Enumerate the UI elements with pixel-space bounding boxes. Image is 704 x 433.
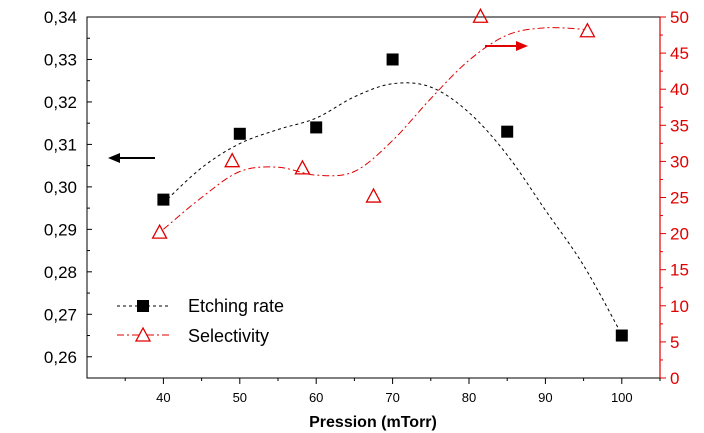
left-y-axis: 0,26 0,27 0,28 0,29 0,30 0,31 0,32 0,33 0,34	[44, 8, 92, 367]
x-tick-label: 80	[462, 390, 476, 405]
right-tick-label: 45	[670, 44, 689, 63]
right-tick-label: 20	[670, 225, 689, 244]
plot-frame	[86, 16, 661, 379]
data-markers	[151, 7, 628, 342]
legend-marker-selectivity	[134, 326, 152, 342]
legend-label-selectivity: Selectivity	[188, 326, 269, 346]
right-tick-label: 10	[670, 297, 689, 316]
left-tick-label: 0,29	[44, 220, 77, 239]
etching-rate-point	[615, 329, 628, 342]
selectivity-point	[472, 7, 489, 23]
x-tick-label: 40	[156, 390, 170, 405]
etching-rate-point	[310, 121, 323, 134]
etching-rate-point	[233, 127, 246, 140]
selectivity-point	[294, 159, 311, 175]
left-tick-label: 0,33	[44, 50, 77, 69]
x-tick-label: 50	[233, 390, 247, 405]
left-tick-label: 0,30	[44, 178, 77, 197]
legend-marker-etching	[137, 300, 149, 312]
selectivity-point	[224, 152, 241, 168]
right-tick-label: 0	[670, 369, 679, 388]
right-tick-label: 15	[670, 261, 689, 280]
x-tick-label: 100	[611, 390, 633, 405]
right-tick-label: 35	[670, 116, 689, 135]
left-tick-label: 0,28	[44, 263, 77, 282]
right-tick-label: 50	[670, 8, 689, 27]
x-tick-label: 70	[385, 390, 399, 405]
right-tick-label: 5	[670, 333, 679, 352]
right-tick-label: 25	[670, 189, 689, 208]
etching-rate-point	[501, 125, 514, 138]
etching-rate-point	[157, 193, 170, 206]
x-axis: 40 50 60 70 80 90 100	[124, 378, 661, 405]
x-tick-label: 90	[538, 390, 552, 405]
right-y-axis: 0 5 10 15 20 25 30 35 40 45 50	[659, 8, 689, 388]
right-tick-label: 30	[670, 152, 689, 171]
left-axis-arrow	[108, 153, 155, 163]
right-tick-label: 40	[670, 80, 689, 99]
legend: Etching rate Selectivity	[117, 296, 284, 346]
fit-curve-selectivity	[163, 27, 584, 230]
left-tick-label: 0,32	[44, 93, 77, 112]
fit-curve-etching-rate	[163, 82, 623, 335]
selectivity-point	[365, 187, 382, 203]
x-axis-label: Pression (mTorr)	[309, 414, 437, 431]
etching-rate-point	[386, 53, 399, 66]
selectivity-point	[151, 223, 168, 239]
selectivity-point	[579, 22, 596, 38]
x-tick-label: 60	[309, 390, 323, 405]
left-tick-label: 0,27	[44, 305, 77, 324]
legend-label-etching: Etching rate	[188, 296, 284, 316]
left-tick-label: 0,31	[44, 135, 77, 154]
right-axis-arrow	[485, 41, 528, 51]
left-tick-label: 0,34	[44, 8, 77, 27]
left-tick-label: 0,26	[44, 348, 77, 367]
fit-curves	[163, 27, 623, 335]
